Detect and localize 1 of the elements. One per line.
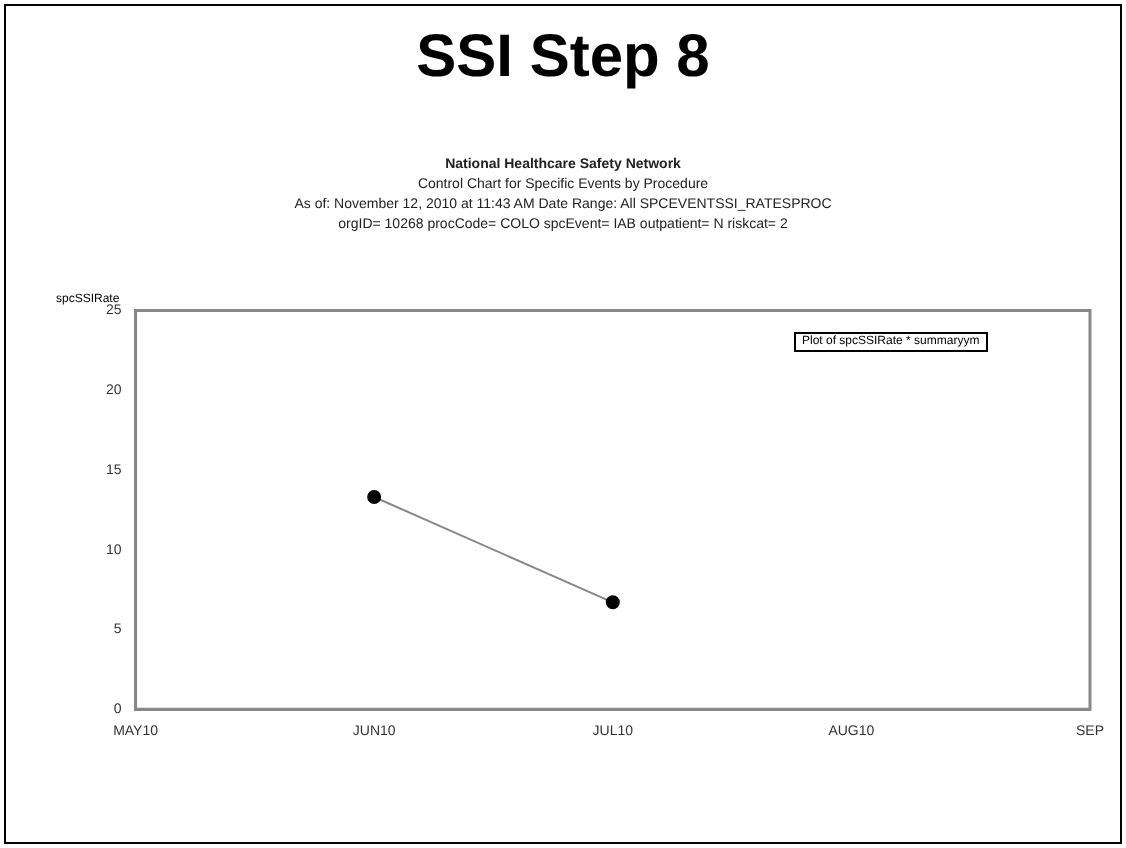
chart-title: SSI Step 8 — [414, 24, 712, 92]
